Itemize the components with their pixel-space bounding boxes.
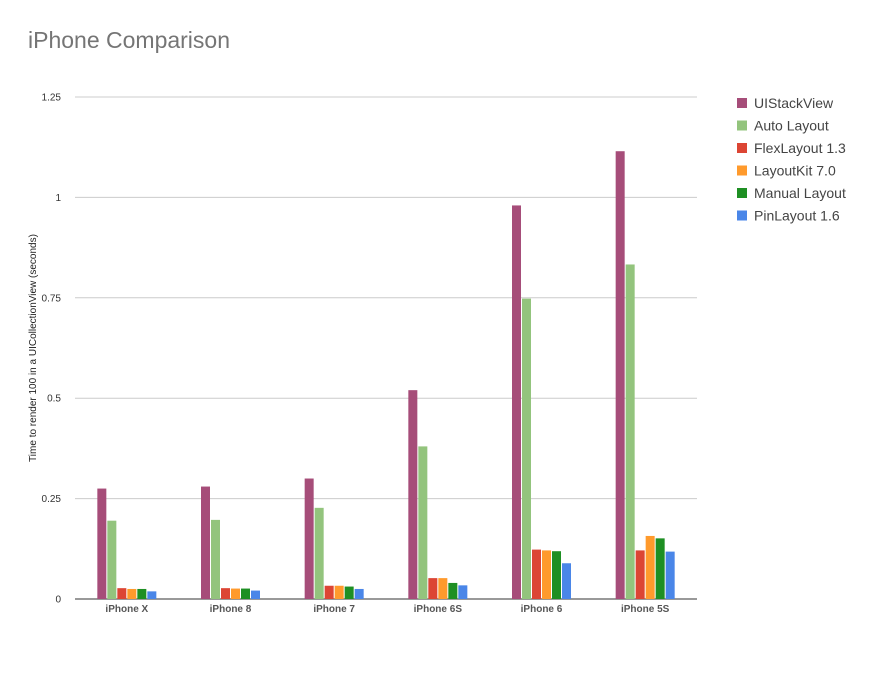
x-tick-labels: iPhone X iPhone 8 iPhone 7 iPhone 6S iPhone …: [105, 604, 669, 615]
bar: [354, 588, 364, 599]
legend-swatch: [737, 98, 747, 108]
x-tick-label: iPhone 6: [521, 604, 563, 615]
bar: [635, 550, 645, 599]
bar: [117, 588, 127, 599]
bar: [512, 205, 521, 599]
y-tick-label: 0: [55, 595, 61, 606]
y-tick-labels: 0 0.25 0.5 0.75 1 1.25: [42, 93, 62, 606]
legend-swatch: [737, 120, 747, 131]
bar: [625, 264, 635, 599]
bar: [324, 585, 334, 599]
bar: [241, 588, 250, 599]
legend-label: Manual Layout: [754, 185, 846, 201]
bar: [107, 520, 117, 599]
bar: [615, 151, 625, 599]
bar: [448, 582, 458, 599]
bar: [344, 586, 354, 599]
legend-label: Auto Layout: [754, 118, 829, 134]
x-tick-label: iPhone X: [105, 604, 148, 615]
legend: UIStackView Auto Layout FlexLayout 1.3 Layo…: [737, 95, 846, 224]
y-tick-label: 0.75: [42, 293, 62, 304]
bar: [147, 591, 157, 599]
bar: [665, 551, 675, 599]
bar: [127, 588, 137, 599]
bar: [221, 588, 230, 599]
y-tick-label: 0.5: [47, 394, 61, 405]
bar: [201, 486, 210, 599]
bar: [137, 588, 147, 599]
bar: [408, 390, 418, 599]
x-tick-label: iPhone 7: [313, 604, 355, 615]
bar: [314, 507, 324, 599]
bar: [655, 538, 665, 599]
legend-label: LayoutKit 7.0: [754, 163, 836, 179]
legend-label: UIStackView: [754, 95, 834, 111]
legend-swatch: [737, 188, 747, 198]
legend-label: FlexLayout 1.3: [754, 140, 846, 156]
legend-swatch: [737, 165, 747, 176]
x-tick-label: iPhone 6S: [414, 604, 463, 615]
bars: [97, 151, 675, 599]
bar: [97, 488, 107, 599]
bar: [304, 478, 314, 599]
bar: [542, 550, 551, 599]
bar: [522, 298, 531, 599]
x-tick-label: iPhone 8: [210, 604, 252, 615]
y-tick-label: 1.25: [42, 93, 62, 104]
bar: [645, 535, 655, 599]
y-tick-label: 1: [55, 193, 61, 204]
x-tick-label: iPhone 5S: [621, 604, 670, 615]
gridlines: [75, 96, 697, 600]
bar: [334, 585, 344, 599]
y-tick-label: 0.25: [42, 494, 62, 505]
bar: [418, 446, 428, 599]
chart-title: iPhone Comparison: [28, 27, 230, 53]
bar: [458, 585, 468, 599]
bar: [428, 578, 438, 599]
bar: [532, 549, 541, 599]
legend-swatch: [737, 210, 747, 221]
bar: [552, 551, 561, 599]
bar: [438, 578, 448, 599]
bar: [562, 563, 571, 599]
legend-swatch: [737, 143, 747, 153]
bar: [231, 588, 240, 599]
legend-label: PinLayout 1.6: [754, 208, 840, 224]
y-axis-label: Time to render 100 in a UICollectionView…: [28, 234, 39, 462]
bar: [211, 519, 220, 599]
bar: [251, 590, 260, 599]
